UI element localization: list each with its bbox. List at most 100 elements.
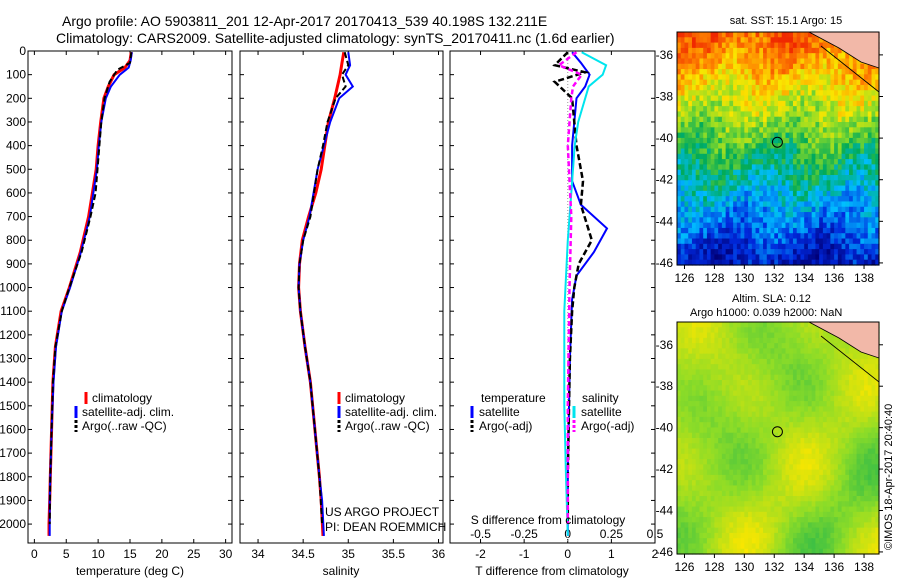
map-cell [804,190,809,197]
map-cell [807,159,813,165]
map-cell [695,201,701,208]
map-cell [811,453,817,460]
map-cell [695,538,701,545]
map-cell [699,337,704,344]
map-cell [774,37,779,44]
map-cell [763,249,768,256]
map-cell [710,227,716,234]
map-cell [766,37,772,44]
map-cell [680,53,686,60]
map-cell [781,522,787,529]
map-cell [710,532,716,539]
map-cell [695,95,701,102]
map-cell [867,532,873,539]
map-cell [721,190,727,197]
map-cell [763,164,768,171]
map-cell [725,169,730,176]
map-cell [837,411,843,418]
map-cell [736,222,742,229]
map-cell [770,122,775,128]
map-cell [695,106,701,113]
map-cell [691,238,697,245]
x-tick-label: 35 [342,547,356,561]
map-cell [860,185,865,192]
map-cell [691,132,697,139]
map-cell [852,74,858,81]
map-cell [677,506,682,513]
map-cell [718,432,723,439]
map-cell [875,233,880,240]
map-cell [725,374,730,381]
map-cell [856,196,861,203]
map-cell [834,53,839,60]
map-cell [875,137,880,144]
map-cell [822,217,828,224]
map-cell [807,517,813,523]
map-cell [766,79,772,86]
map-cell [744,122,749,128]
map-cell [718,42,723,49]
map-cell [729,385,734,392]
map-cell [688,411,693,418]
map-cell [699,132,704,139]
map-cell [849,127,854,134]
map-cell [781,137,787,144]
map-cell [819,196,824,203]
map-cell [807,380,813,386]
map-cell [852,90,858,97]
map-cell [740,254,745,261]
map-cell [699,353,704,360]
map-cell [729,401,734,407]
map-cell [677,69,682,75]
map-cell [774,348,779,355]
map-cell [815,185,820,192]
map-cell [706,106,712,113]
map-cell [845,411,850,418]
map-cell [748,111,753,118]
map-cell [875,132,880,139]
map-cell [725,238,730,245]
map-cell [744,506,749,513]
map-cell [774,480,779,487]
map-cell [800,95,805,102]
map-cell [691,332,697,339]
map-cell [744,327,749,334]
map-cell [736,432,742,439]
map-cell [755,233,760,240]
map-cell [852,143,858,150]
map-cell [837,180,843,187]
map-cell [736,395,742,402]
map-cell [822,522,828,529]
map-cell [710,153,716,160]
map-cell [748,233,753,240]
map-cell [834,522,839,529]
map-cell [736,506,742,513]
map-cell [706,411,712,418]
map-cell [837,517,843,523]
map-cell [710,348,716,355]
map-cell [706,532,712,539]
map-cell [837,532,843,539]
map-cell [789,201,794,208]
map-cell [815,217,820,224]
map-cell [781,322,787,328]
map-cell [733,459,738,465]
map-cell [759,100,764,107]
map-cell [759,47,764,54]
map-cell [789,485,794,492]
map-cell [748,201,753,208]
map-cell [710,254,716,261]
map-cell [864,527,869,534]
map-cell [804,58,809,65]
map-cell [721,127,727,134]
map-cell [759,522,764,529]
map-cell [714,190,719,197]
map-cell [770,53,775,60]
map-cell [691,485,697,492]
map-cell [781,380,787,386]
map-cell [830,153,835,160]
map-cell [770,233,775,240]
map-cell [736,353,742,360]
map-cell [804,506,809,513]
